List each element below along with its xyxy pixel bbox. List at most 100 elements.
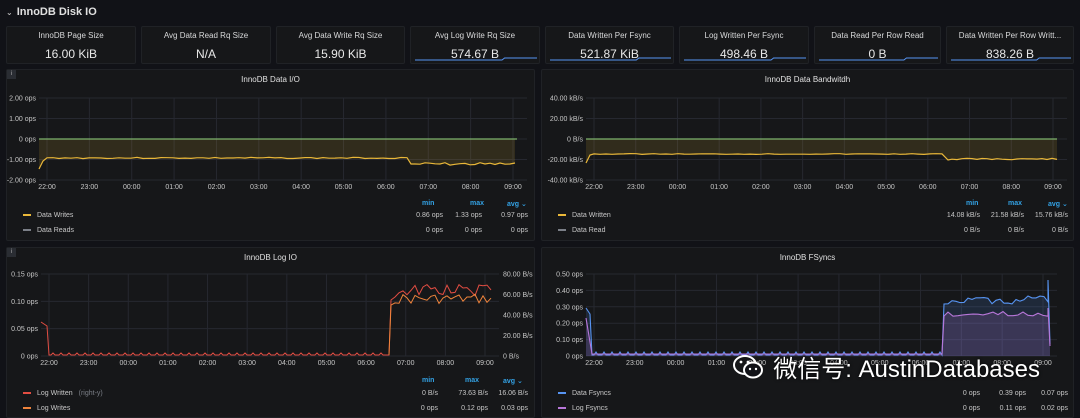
stat-panel[interactable]: Avg Data Read Rq Size N/A xyxy=(141,26,271,64)
stat-value: N/A xyxy=(195,47,216,61)
legend-header-max[interactable]: max xyxy=(470,200,485,207)
legend-item-data-reads[interactable]: Data Reads 0 ops 0 ops 0 ops xyxy=(23,227,528,234)
x-tick-label: 23:00 xyxy=(80,360,98,367)
x-tick-label: 06:00 xyxy=(919,184,937,191)
x-tick-label: 05:00 xyxy=(318,360,336,367)
legend-max: 0.11 ops xyxy=(999,405,1026,412)
graph-fsyncs[interactable]: 0.50 ops 0.40 ops 0.30 ops 0.20 ops 0.10 ops… xyxy=(542,248,1075,373)
info-icon[interactable]: i xyxy=(7,248,16,257)
x-tick-label: 04:00 xyxy=(292,184,310,191)
x-tick-label: 07:00 xyxy=(961,184,979,191)
series-log-written[interactable] xyxy=(40,283,492,356)
y-tick-label: 0.30 ops xyxy=(556,304,583,311)
series-area xyxy=(586,280,1050,356)
series-log-fsyncs[interactable] xyxy=(585,307,1051,355)
legend-swatch xyxy=(23,392,31,395)
legend-min: 0.86 ops xyxy=(416,212,443,219)
legend-header-avg[interactable]: avg ⌄ xyxy=(503,378,523,385)
stat-value: 15.90 KiB xyxy=(314,47,367,61)
y-tick-label: 0.10 ops xyxy=(11,299,38,306)
legend-header-avg[interactable]: avg ⌄ xyxy=(507,201,527,208)
legend-item-data-read[interactable]: Data Read 0 B/s 0 B/s 0 B/s xyxy=(558,227,1068,234)
legend-item-log-written[interactable]: Log Written (right-y) 0 B/s 73.63 B/s 16… xyxy=(23,390,528,397)
chevron-down-icon[interactable]: ⌄ xyxy=(6,7,13,17)
legend-header-min[interactable]: min xyxy=(422,377,435,384)
stat-sparkline xyxy=(684,57,806,61)
legend-label: Data Writes xyxy=(37,212,74,219)
y-tick-label: 0.05 ops xyxy=(11,326,38,333)
legend-avg: 0.97 ops xyxy=(501,212,528,219)
legend-max: 0.39 ops xyxy=(999,390,1026,397)
legend-header-min[interactable]: min xyxy=(966,200,979,207)
legend-label: Data Read xyxy=(572,227,606,234)
legend-item-data-fsyncs[interactable]: Data Fsyncs 0 ops 0.39 ops 0.07 ops xyxy=(558,390,1068,397)
y-tick-label: 0 ops xyxy=(21,354,39,361)
stat-panel[interactable]: Data Written Per Fsync 521.87 KiB xyxy=(545,26,674,64)
series-log-writes[interactable] xyxy=(388,293,492,356)
x-tick-label: 00:00 xyxy=(669,184,687,191)
y-tick-label: -2.00 ops xyxy=(7,178,36,185)
stat-panel[interactable]: Data Read Per Row Read 0 B xyxy=(814,26,941,64)
legend-header-max[interactable]: max xyxy=(1008,200,1023,207)
stat-title: Data Written Per Row Writt... xyxy=(958,31,1062,40)
y-right-tick-label: 40.00 B/s xyxy=(503,313,533,320)
stat-title: Avg Data Write Rq Size xyxy=(298,31,383,40)
legend-max: 21.58 kB/s xyxy=(990,212,1024,219)
x-tick-label: 23:00 xyxy=(81,184,99,191)
legend-max: 0 B/s xyxy=(1008,227,1024,234)
panel-title: InnoDB Log IO xyxy=(244,253,297,262)
stat-panel[interactable]: Data Written Per Row Writt... 838.26 B xyxy=(946,26,1074,64)
x-tick-label: 01:00 xyxy=(165,184,183,191)
row-header-innodb-disk-io[interactable]: ⌄ InnoDB Disk IO xyxy=(6,4,97,20)
x-tick-label: 03:00 xyxy=(789,360,807,367)
legend-item-data-writes[interactable]: Data Writes 0.86 ops 1.33 ops 0.97 ops xyxy=(23,212,528,219)
legend-label: Data Fsyncs xyxy=(572,390,611,397)
legend-min: 14.08 kB/s xyxy=(946,212,980,219)
stat-value: 0 B xyxy=(868,47,887,61)
info-icon[interactable]: i xyxy=(7,70,16,79)
stat-panel[interactable]: Log Written Per Fsync 498.46 B xyxy=(679,26,809,64)
x-tick-label: 07:00 xyxy=(397,360,415,367)
legend-label: Data Written xyxy=(572,212,611,219)
x-tick-label: 04:00 xyxy=(278,360,296,367)
stat-sparkline xyxy=(415,57,537,61)
legend-max: 73.63 B/s xyxy=(458,390,488,397)
panel-innodb-fsyncs[interactable]: InnoDB FSyncs 0.50 ops 0.40 ops 0.30 ops 0.… xyxy=(541,247,1074,418)
legend-avg: 0.07 ops xyxy=(1041,390,1068,397)
legend-item-data-written[interactable]: Data Written 14.08 kB/s 21.58 kB/s 15.76… xyxy=(558,212,1068,219)
legend-header-min[interactable]: min xyxy=(422,200,435,207)
series-data-written[interactable] xyxy=(585,152,1058,164)
legend-swatch xyxy=(23,407,31,410)
x-tick-label: 06:00 xyxy=(357,360,375,367)
stat-sparkline xyxy=(951,57,1071,61)
legend-min: 0 B/s xyxy=(964,227,980,234)
y-tick-label: 0.50 ops xyxy=(556,272,583,279)
legend-item-log-writes[interactable]: Log Writes 0 ops 0.12 ops 0.03 ops xyxy=(23,405,528,412)
x-tick-label: 22:00 xyxy=(585,360,603,367)
panel-innodb-data-io[interactable]: i InnoDB Data I/O 2.00 ops 1.00 ops 0 ops -… xyxy=(6,69,535,241)
x-tick-label: 02:00 xyxy=(752,184,770,191)
graph-log-io[interactable]: 0.15 ops 0.10 ops 0.05 ops 0 ops 80.00 B/s 60… xyxy=(7,248,536,373)
panel-innodb-log-io[interactable]: i InnoDB Log IO 0.15 ops 0.10 ops 0.05 ops… xyxy=(6,247,535,418)
y-tick-label: -40.00 kB/s xyxy=(548,178,584,185)
legend-avg: 0.03 ops xyxy=(501,405,528,412)
x-tick-label: 03:00 xyxy=(794,184,812,191)
legend-header-avg[interactable]: avg ⌄ xyxy=(1048,201,1068,208)
stat-value: 521.87 KiB xyxy=(580,47,639,61)
graph-data-bandwidth[interactable]: 40.00 kB/s 20.00 kB/s 0 B/s -20.00 kB/s -40.… xyxy=(542,70,1075,195)
legend-avg: 0 ops xyxy=(510,227,528,234)
stat-value: 838.26 B xyxy=(985,47,1035,61)
stat-panel[interactable]: InnoDB Page Size 16.00 KiB xyxy=(6,26,136,64)
panel-innodb-data-bandwidth[interactable]: InnoDB Data Bandwitdh 40.00 kB/s 20.00 kB… xyxy=(541,69,1074,241)
stat-panel[interactable]: Avg Data Write Rq Size 15.90 KiB xyxy=(276,26,405,64)
x-tick-label: 05:00 xyxy=(871,360,889,367)
legend-item-log-fsyncs[interactable]: Log Fsyncs 0 ops 0.11 ops 0.02 ops xyxy=(558,405,1068,412)
legend-header-max[interactable]: max xyxy=(465,377,480,384)
y-right-tick-label: 80.00 B/s xyxy=(503,272,533,279)
stat-value: 574.67 B xyxy=(450,47,500,61)
stat-panel[interactable]: Avg Log Write Rq Size 574.67 B xyxy=(410,26,540,64)
series-data-writes[interactable] xyxy=(38,156,516,170)
wechat-watermark: 微信号: AustinDatabases xyxy=(733,349,1040,384)
x-tick-label: 07:00 xyxy=(953,360,971,367)
